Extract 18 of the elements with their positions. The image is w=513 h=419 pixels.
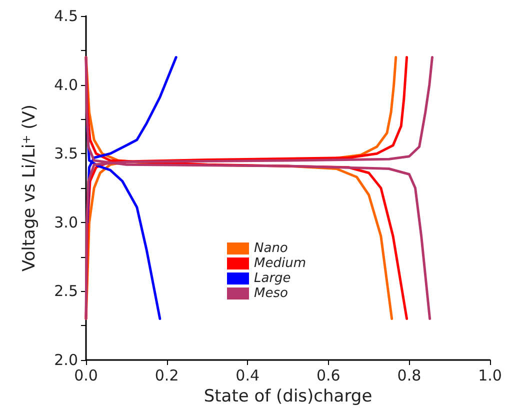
y-tick-label: 3.5 [54, 144, 78, 163]
y-tick-label: 4.0 [54, 76, 78, 94]
y-tick-label: 4.5 [54, 7, 78, 25]
legend-label: Medium [254, 256, 306, 271]
legend-label: Large [254, 271, 291, 286]
x-tick-label: 1.0 [478, 366, 502, 384]
y-tick-label: 3.0 [54, 213, 78, 232]
x-tick-label: 0.6 [316, 366, 340, 384]
x-tick-label: 0.4 [236, 366, 260, 384]
x-tick-label: 0.0 [74, 366, 98, 384]
y-tick-label: 2.0 [54, 351, 78, 369]
legend-label: Meso [254, 286, 288, 301]
x-tick-label: 0.2 [154, 366, 179, 384]
y-axis-title: Voltage vs Li/Li+ (V) [20, 104, 40, 272]
legend-label: Nano [254, 241, 288, 256]
x-axis-title: State of (dis)charge [204, 386, 372, 406]
x-tick-label: 0.8 [397, 366, 422, 384]
y-tick-label: 2.5 [54, 282, 78, 300]
